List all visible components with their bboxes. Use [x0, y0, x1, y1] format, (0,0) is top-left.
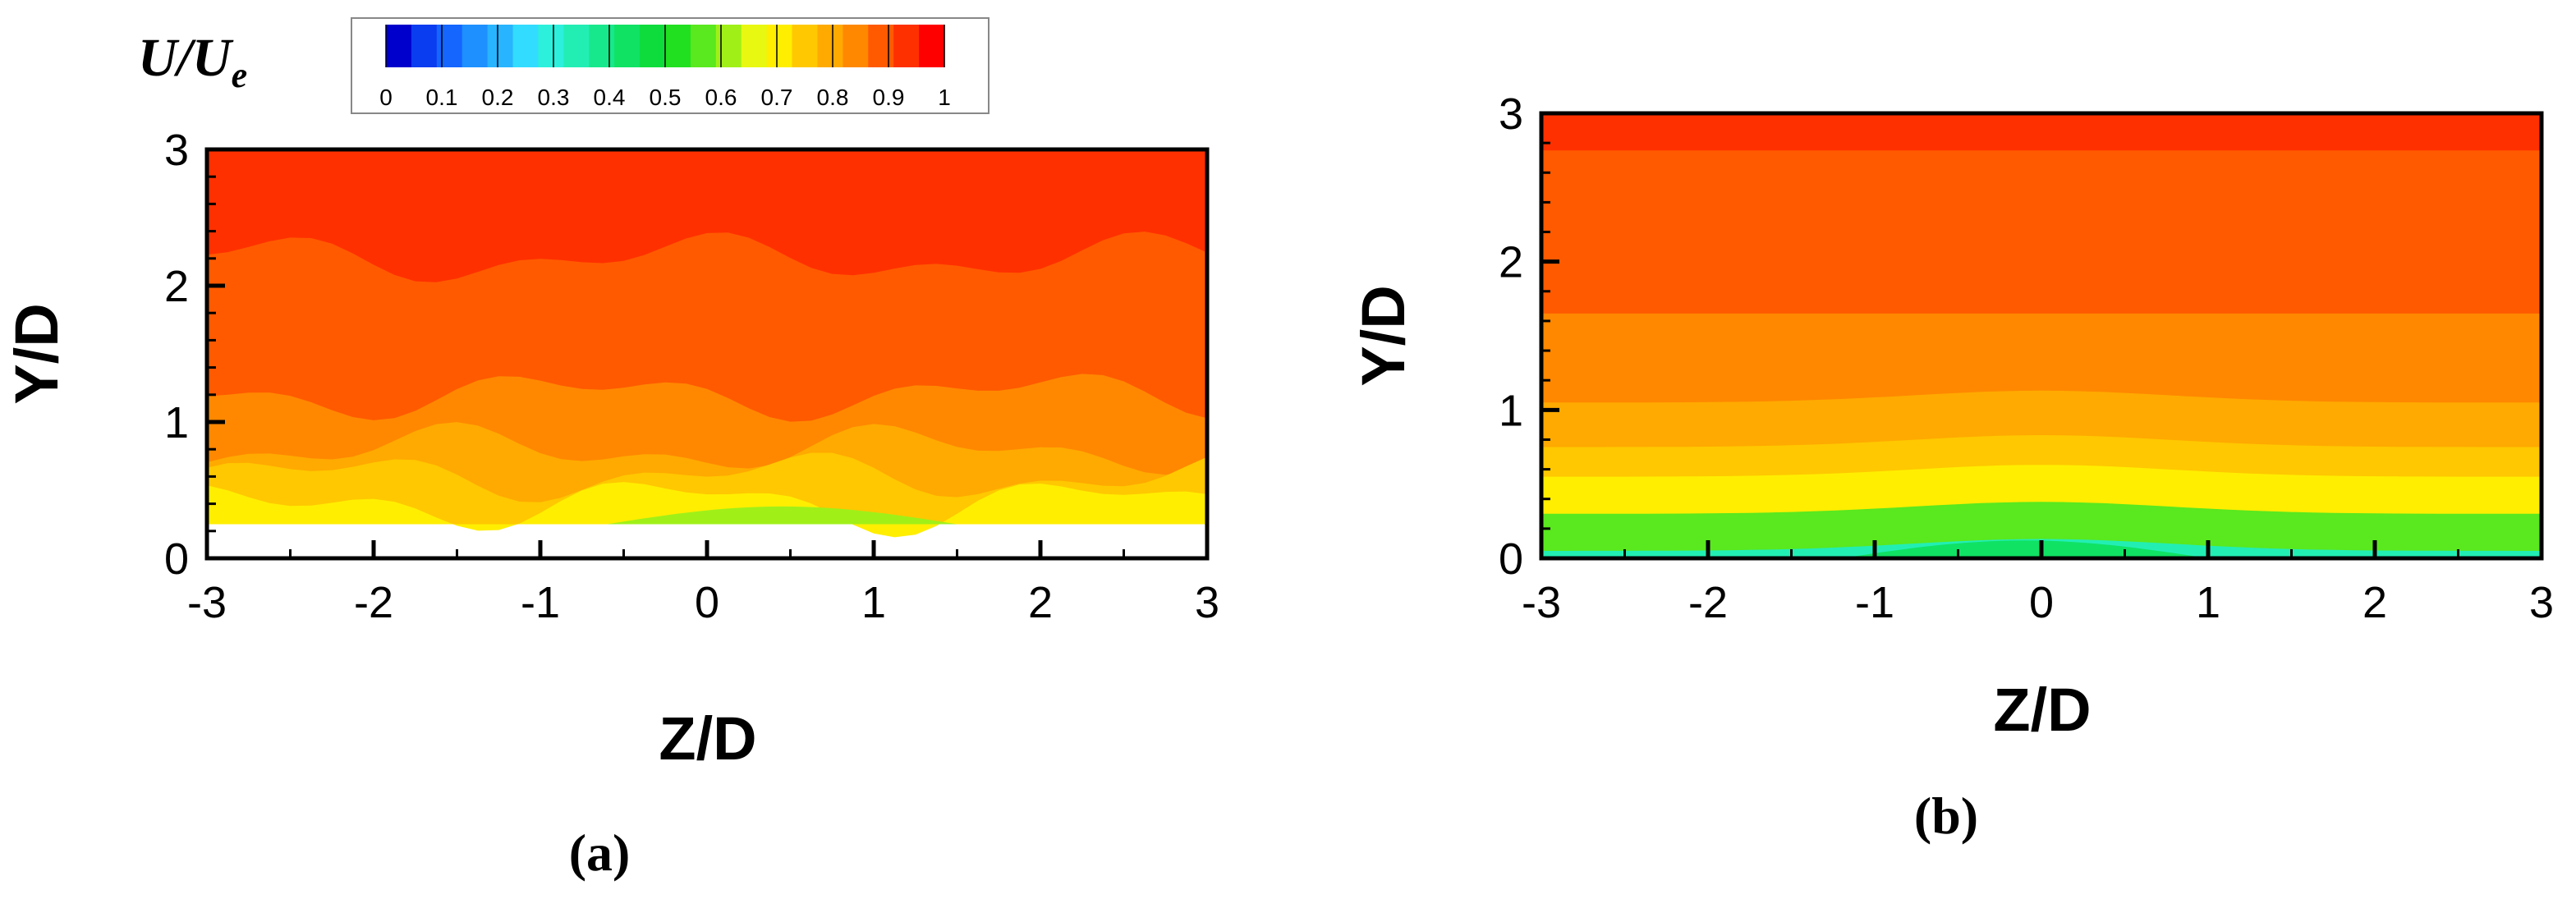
x-tick-label: 3 — [2529, 578, 2554, 627]
y-tick-label: 2 — [1499, 238, 1523, 287]
colorbar-swatch — [436, 25, 463, 67]
colorbar-tick-label: 0.9 — [873, 85, 905, 110]
y-tick-label: 3 — [164, 126, 189, 175]
panel-a-contour-field — [207, 149, 1207, 558]
y-tick-label: 2 — [164, 262, 189, 311]
colorbar-swatch — [386, 25, 412, 67]
colorbar-tick-labels: 0 0.1 0.2 0.3 0.4 0.5 0.6 0.7 0.8 0.9 1 — [379, 85, 951, 110]
colorbar-swatch — [665, 25, 691, 67]
colorbar-swatch — [817, 25, 843, 67]
contour-band — [1541, 502, 2542, 558]
x-tick-label: 2 — [2362, 578, 2387, 627]
colorbar-tick-label: 0.4 — [594, 85, 626, 110]
x-tick-label: 0 — [2029, 578, 2054, 627]
colorbar-tick-label: 0 — [379, 85, 393, 110]
panel-a: -3 -2 -1 0 1 2 3 0 1 2 3 Z/D Y/D (a) — [2, 126, 1219, 882]
colorbar-tick-label: 0.8 — [817, 85, 849, 110]
colorbar-swatch — [589, 25, 615, 67]
panel-a-xlabel: Z/D — [659, 704, 756, 773]
panel-a-ylabel: Y/D — [2, 303, 71, 404]
colorbar-legend: U/Ue 0 0.1 0.2 0.3 0.4 0.5 0.6 0.7 0.8 0.9 1 — [138, 17, 990, 114]
colorbar-swatch — [538, 25, 564, 67]
colorbar-swatch — [614, 25, 641, 67]
panel-b-xlabel: Z/D — [1993, 676, 2091, 744]
x-tick-label: 1 — [861, 578, 886, 627]
colorbar-swatch — [461, 25, 489, 67]
x-tick-label: -3 — [187, 578, 227, 627]
x-tick-label: -3 — [1522, 578, 1561, 627]
x-tick-label: 3 — [1195, 578, 1219, 627]
contour-core-patch — [607, 506, 957, 525]
colorbar-title: U/Ue — [138, 28, 247, 95]
colorbar-swatch — [512, 25, 540, 67]
y-tick-label: 0 — [1499, 534, 1523, 584]
x-tick-label: -1 — [1855, 578, 1894, 627]
contour-band — [207, 452, 1207, 525]
x-tick-label: 0 — [695, 578, 719, 627]
x-tick-label: -1 — [521, 578, 560, 627]
y-tick-label: 3 — [1499, 89, 1523, 139]
colorbar-tick-label: 0.1 — [426, 85, 458, 110]
colorbar-swatch — [792, 25, 819, 67]
colorbar-swatch — [868, 25, 894, 67]
panel-b-axes: -3 -2 -1 0 1 2 3 0 1 2 3 — [1499, 89, 2554, 627]
panel-a-caption: (a) — [569, 823, 631, 882]
contour-band — [207, 482, 1207, 538]
colorbar-swatch — [715, 25, 742, 67]
colorbar-swatch — [766, 25, 793, 67]
x-tick-label: -2 — [354, 578, 393, 627]
x-tick-label: 2 — [1028, 578, 1053, 627]
colorbar-swatch — [487, 25, 514, 67]
panel-b-ylabel: Y/D — [1349, 285, 1417, 386]
panel-b-caption: (b) — [1914, 787, 1978, 845]
colorbar-tick-label: 1 — [938, 85, 951, 110]
panel-b: -3 -2 -1 0 1 2 3 0 1 2 3 Z/D Y/D (b) — [1349, 89, 2554, 845]
colorbar-swatch — [843, 25, 869, 67]
colorbar-swatch — [640, 25, 666, 67]
panel-a-axes: -3 -2 -1 0 1 2 3 0 1 2 3 — [164, 126, 1219, 627]
y-tick-label: 1 — [164, 398, 189, 447]
colorbar-tick-label: 0.7 — [761, 85, 793, 110]
colorbar-swatch — [563, 25, 590, 67]
colorbar-tick-label: 0.5 — [650, 85, 682, 110]
colorbar-swatch — [690, 25, 717, 67]
colorbar-swatches — [385, 25, 945, 67]
colorbar-tick-label: 0.6 — [705, 85, 737, 110]
panel-b-contour-field — [1541, 113, 2542, 558]
contour-core-patch — [1841, 540, 2208, 558]
y-tick-label: 0 — [164, 534, 189, 584]
x-tick-label: 1 — [2196, 578, 2220, 627]
x-tick-label: -2 — [1688, 578, 1728, 627]
colorbar-tick-label: 0.2 — [482, 85, 514, 110]
colorbar-swatch — [741, 25, 768, 67]
colorbar-swatch — [893, 25, 920, 67]
colorbar-swatch — [411, 25, 438, 67]
y-tick-label: 1 — [1499, 386, 1523, 435]
colorbar-swatch — [919, 25, 945, 67]
colorbar-tick-label: 0.3 — [538, 85, 570, 110]
